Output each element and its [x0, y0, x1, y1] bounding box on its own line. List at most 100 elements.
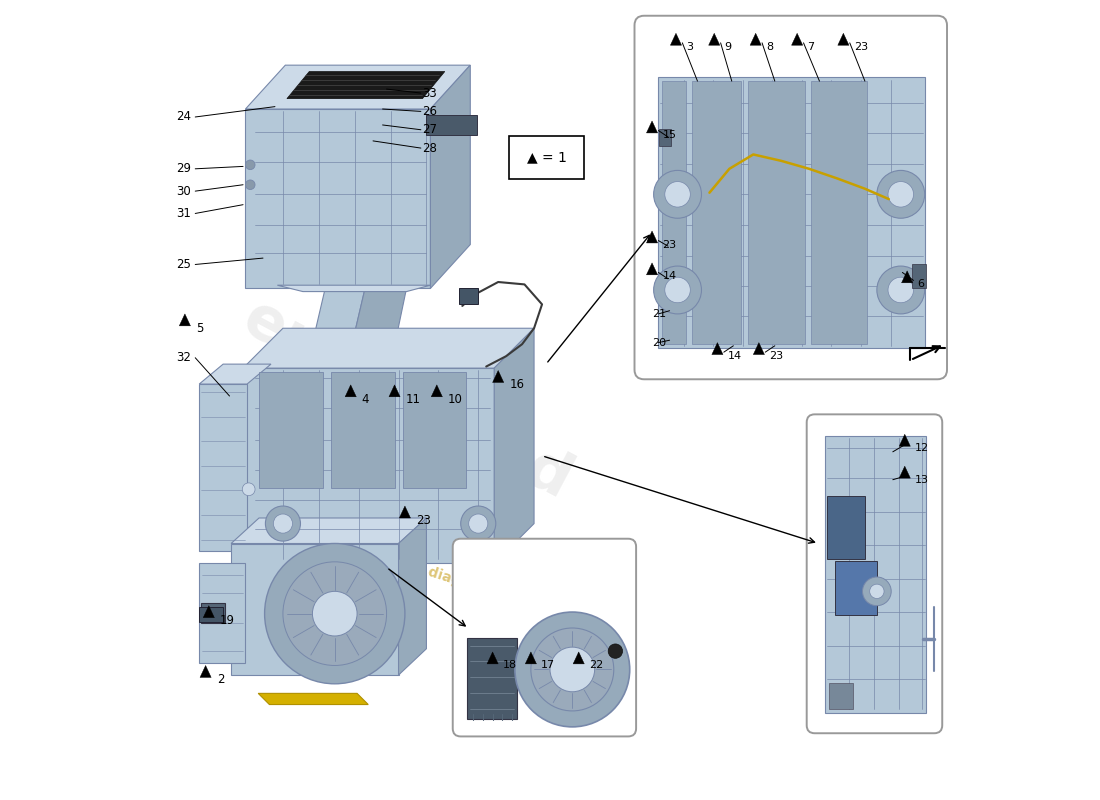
Circle shape: [461, 506, 496, 541]
Polygon shape: [659, 129, 671, 146]
Polygon shape: [792, 34, 803, 46]
Circle shape: [312, 591, 358, 636]
Circle shape: [531, 628, 614, 711]
FancyBboxPatch shape: [806, 414, 943, 734]
Polygon shape: [750, 34, 761, 46]
Circle shape: [653, 170, 702, 218]
Text: 33: 33: [422, 86, 437, 99]
Polygon shape: [647, 231, 658, 243]
Polygon shape: [179, 314, 190, 326]
Text: 9: 9: [725, 42, 732, 52]
Polygon shape: [661, 81, 685, 344]
Circle shape: [274, 514, 293, 533]
Polygon shape: [199, 384, 248, 551]
Circle shape: [242, 483, 255, 496]
Text: eurospeed: eurospeed: [232, 289, 581, 511]
Polygon shape: [754, 342, 764, 354]
Text: 14: 14: [728, 351, 741, 361]
Polygon shape: [825, 436, 926, 713]
Polygon shape: [494, 328, 535, 563]
Polygon shape: [331, 372, 395, 488]
Text: 15: 15: [662, 130, 676, 139]
Circle shape: [888, 182, 913, 207]
Polygon shape: [838, 34, 849, 46]
Polygon shape: [487, 652, 498, 664]
Text: 30: 30: [176, 185, 191, 198]
Text: 19: 19: [220, 614, 235, 626]
Polygon shape: [427, 114, 476, 135]
Polygon shape: [835, 561, 877, 615]
Polygon shape: [692, 81, 741, 344]
Circle shape: [265, 543, 405, 684]
Circle shape: [265, 506, 300, 541]
Polygon shape: [708, 34, 719, 46]
Text: 3: 3: [686, 42, 693, 52]
Text: 23: 23: [416, 514, 431, 527]
Text: 23: 23: [662, 239, 676, 250]
Polygon shape: [199, 607, 223, 622]
Text: 4: 4: [362, 393, 370, 406]
Text: a passion for parts diagrams: a passion for parts diagrams: [282, 518, 500, 601]
Polygon shape: [199, 563, 245, 663]
Text: 25: 25: [176, 258, 191, 271]
Polygon shape: [200, 666, 211, 678]
Polygon shape: [431, 385, 442, 397]
Circle shape: [245, 160, 255, 170]
Circle shape: [608, 644, 623, 658]
Polygon shape: [812, 81, 867, 344]
Text: 20: 20: [652, 338, 667, 347]
Polygon shape: [201, 603, 224, 623]
Text: 8: 8: [766, 42, 773, 52]
Polygon shape: [827, 496, 865, 559]
Circle shape: [888, 278, 913, 302]
Polygon shape: [199, 364, 271, 384]
Circle shape: [870, 584, 884, 598]
Text: 2: 2: [217, 674, 224, 686]
Polygon shape: [658, 77, 925, 348]
Polygon shape: [231, 518, 427, 543]
Circle shape: [550, 647, 595, 692]
Circle shape: [469, 514, 487, 533]
Polygon shape: [389, 385, 400, 397]
Text: 5: 5: [196, 322, 204, 334]
Text: 24: 24: [176, 110, 191, 123]
Polygon shape: [245, 109, 430, 288]
Polygon shape: [493, 370, 504, 382]
Text: 27: 27: [422, 123, 438, 136]
Polygon shape: [204, 606, 214, 618]
Polygon shape: [647, 263, 658, 275]
Polygon shape: [899, 466, 911, 478]
Polygon shape: [258, 694, 369, 705]
Text: 17: 17: [541, 661, 556, 670]
Polygon shape: [526, 652, 537, 664]
Text: 26: 26: [422, 105, 438, 118]
Text: 12: 12: [915, 443, 930, 453]
Text: 7: 7: [807, 42, 815, 52]
Text: 14: 14: [662, 271, 676, 282]
FancyBboxPatch shape: [509, 136, 584, 179]
Circle shape: [515, 612, 629, 727]
Polygon shape: [343, 288, 407, 384]
Text: 28: 28: [422, 142, 438, 154]
Text: 11: 11: [406, 393, 420, 406]
Circle shape: [653, 266, 702, 314]
Polygon shape: [243, 328, 535, 368]
Text: 23: 23: [769, 351, 783, 361]
Polygon shape: [287, 71, 444, 98]
Polygon shape: [399, 506, 410, 518]
Polygon shape: [573, 652, 584, 664]
Polygon shape: [345, 385, 356, 397]
Text: 22: 22: [590, 661, 603, 670]
Polygon shape: [712, 342, 723, 354]
FancyBboxPatch shape: [635, 16, 947, 379]
Text: 32: 32: [176, 351, 191, 364]
Text: 29: 29: [176, 162, 191, 175]
Text: 21: 21: [652, 309, 667, 319]
Polygon shape: [670, 34, 682, 46]
Text: 16: 16: [509, 378, 525, 391]
Polygon shape: [258, 372, 322, 488]
Polygon shape: [902, 271, 913, 283]
Circle shape: [283, 562, 386, 666]
Text: 6: 6: [917, 279, 924, 290]
FancyBboxPatch shape: [453, 538, 636, 737]
